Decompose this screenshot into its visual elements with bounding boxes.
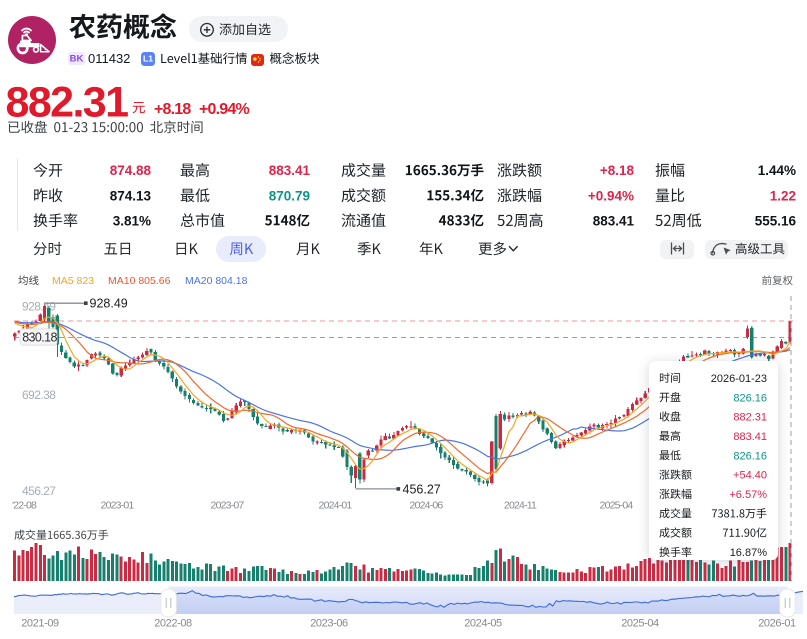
svg-text:555.16: 555.16 [755,213,797,228]
svg-text:MA10 805.66: MA10 805.66 [108,275,171,287]
svg-text:1.22: 1.22 [770,188,796,203]
svg-text:+54.40: +54.40 [733,470,767,482]
svg-text:2023-06: 2023-06 [310,617,348,629]
svg-text:2025-04: 2025-04 [600,500,634,512]
svg-text:2026-01: 2026-01 [758,617,796,629]
svg-text:2021-09: 2021-09 [21,617,59,629]
svg-text:874.88: 874.88 [110,163,152,178]
svg-text:830.18: 830.18 [22,331,57,345]
svg-text:692.38: 692.38 [22,388,56,402]
svg-text:2025-04: 2025-04 [621,617,659,629]
svg-text:874.13: 874.13 [110,188,152,203]
svg-text:2024-06: 2024-06 [410,500,444,512]
svg-text:L1: L1 [143,54,153,64]
svg-text:1.44%: 1.44% [758,163,796,178]
svg-text:2024-05: 2024-05 [464,617,502,629]
svg-text:+8.18: +8.18 [600,163,635,178]
svg-text:826.16: 826.16 [733,450,767,462]
svg-text:2023-01: 2023-01 [101,500,135,512]
svg-text:+0.94%: +0.94% [588,188,634,203]
svg-text:456.27: 456.27 [403,482,441,496]
svg-text:+6.57%: +6.57% [729,489,767,501]
svg-text:2024-11: 2024-11 [504,500,537,512]
svg-text:883.41: 883.41 [593,213,635,228]
svg-text:MA5 823: MA5 823 [52,275,94,287]
svg-text:2024-01: 2024-01 [319,500,353,512]
svg-text:826.16: 826.16 [733,392,767,404]
svg-text:'22-08: '22-08 [12,500,37,512]
svg-text:BK: BK [70,53,84,64]
svg-text:456.27: 456.27 [22,484,56,498]
svg-text:16.87%: 16.87% [730,547,768,559]
svg-text:883.41: 883.41 [733,431,767,443]
svg-text:011432: 011432 [88,51,130,66]
svg-text:882.31: 882.31 [733,412,767,424]
svg-text:3.81%: 3.81% [113,213,151,228]
svg-text:882.31: 882.31 [6,79,129,127]
svg-text:883.41: 883.41 [269,163,311,178]
svg-text:2022-08: 2022-08 [154,617,192,629]
svg-text:928.49: 928.49 [90,296,128,310]
svg-text:870.79: 870.79 [269,188,310,203]
svg-text:+8.18: +8.18 [154,101,191,118]
svg-text:2023-07: 2023-07 [211,500,245,512]
svg-text:+0.94%: +0.94% [199,101,249,118]
svg-text:2026-01-23: 2026-01-23 [711,373,767,385]
svg-text:MA20 804.18: MA20 804.18 [185,275,248,287]
